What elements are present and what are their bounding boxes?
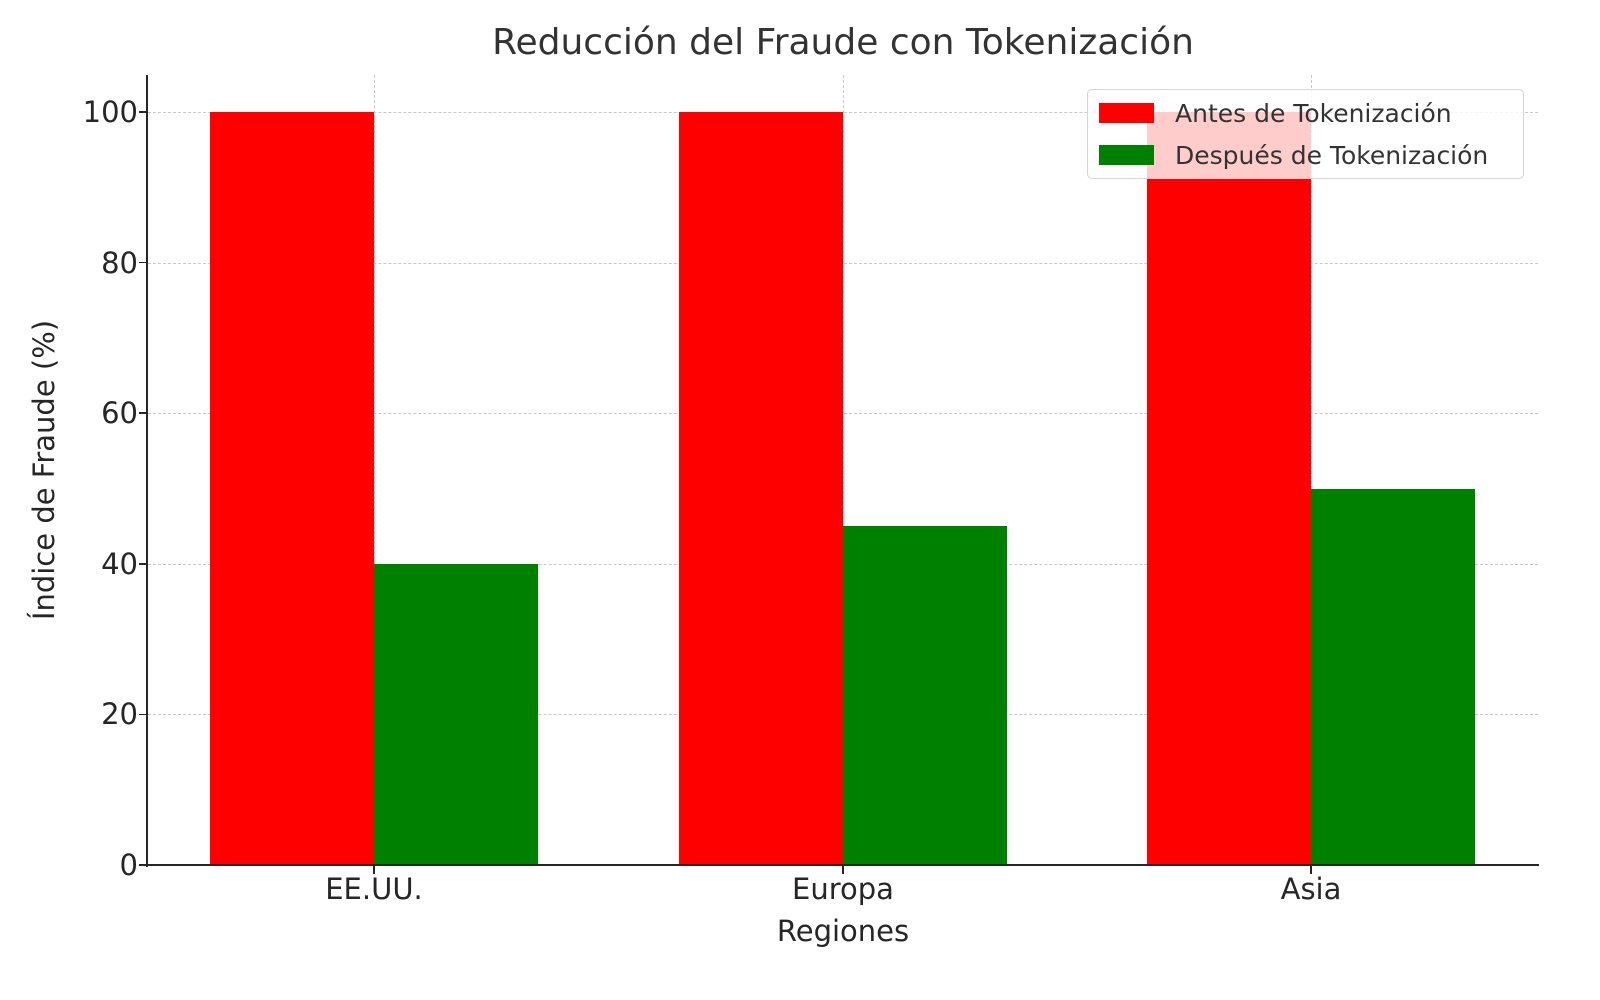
legend-swatch-red bbox=[1099, 103, 1154, 123]
legend-swatch-green bbox=[1099, 145, 1154, 165]
y-tick-mark bbox=[139, 111, 147, 113]
legend-item-antes: Antes de Tokenización bbox=[1099, 98, 1452, 128]
x-tick-label: Asia bbox=[1280, 872, 1342, 906]
y-axis-line bbox=[146, 75, 148, 867]
x-tick-mark bbox=[373, 866, 375, 874]
x-tick-label: Europa bbox=[792, 872, 894, 906]
y-tick-mark bbox=[139, 261, 147, 264]
x-tick-mark bbox=[842, 866, 844, 874]
x-tick-mark bbox=[1310, 866, 1312, 874]
legend-label-despues: Después de Tokenización bbox=[1175, 140, 1489, 170]
chart-title: Reducción del Fraude con Tokenización bbox=[492, 22, 1194, 63]
y-tick-mark bbox=[139, 563, 147, 565]
bar-antes-eeuu bbox=[210, 112, 374, 865]
y-tick-label: 100 bbox=[82, 95, 138, 129]
y-tick-label: 20 bbox=[101, 697, 138, 732]
legend: Antes de Tokenización Después de Tokeniz… bbox=[1087, 89, 1524, 179]
x-gridline bbox=[843, 75, 844, 865]
y-tick-label: 80 bbox=[101, 245, 138, 280]
y-tick-label: 60 bbox=[101, 396, 138, 431]
legend-item-despues: Después de Tokenización bbox=[1099, 140, 1488, 170]
bar-despues-europa bbox=[843, 526, 1007, 865]
bar-despues-asia bbox=[1311, 488, 1475, 865]
y-tick-mark bbox=[139, 412, 147, 414]
bar-antes-asia bbox=[1147, 112, 1311, 865]
y-tick-mark bbox=[139, 713, 147, 716]
x-axis-line bbox=[146, 864, 1539, 866]
y-axis-title: Índice de Fraude (%) bbox=[27, 319, 61, 621]
y-tick-label: 0 bbox=[119, 848, 138, 882]
bar-antes-europa bbox=[679, 112, 843, 865]
y-tick-label: 40 bbox=[101, 546, 138, 581]
bar-despues-eeuu bbox=[374, 563, 538, 865]
x-gridline bbox=[374, 75, 375, 865]
legend-label-antes: Antes de Tokenización bbox=[1175, 98, 1452, 128]
x-tick-label: EE.UU. bbox=[325, 872, 423, 906]
x-axis-title: Regiones bbox=[776, 914, 910, 948]
y-tick-mark bbox=[139, 864, 147, 866]
x-gridline bbox=[1311, 75, 1312, 865]
